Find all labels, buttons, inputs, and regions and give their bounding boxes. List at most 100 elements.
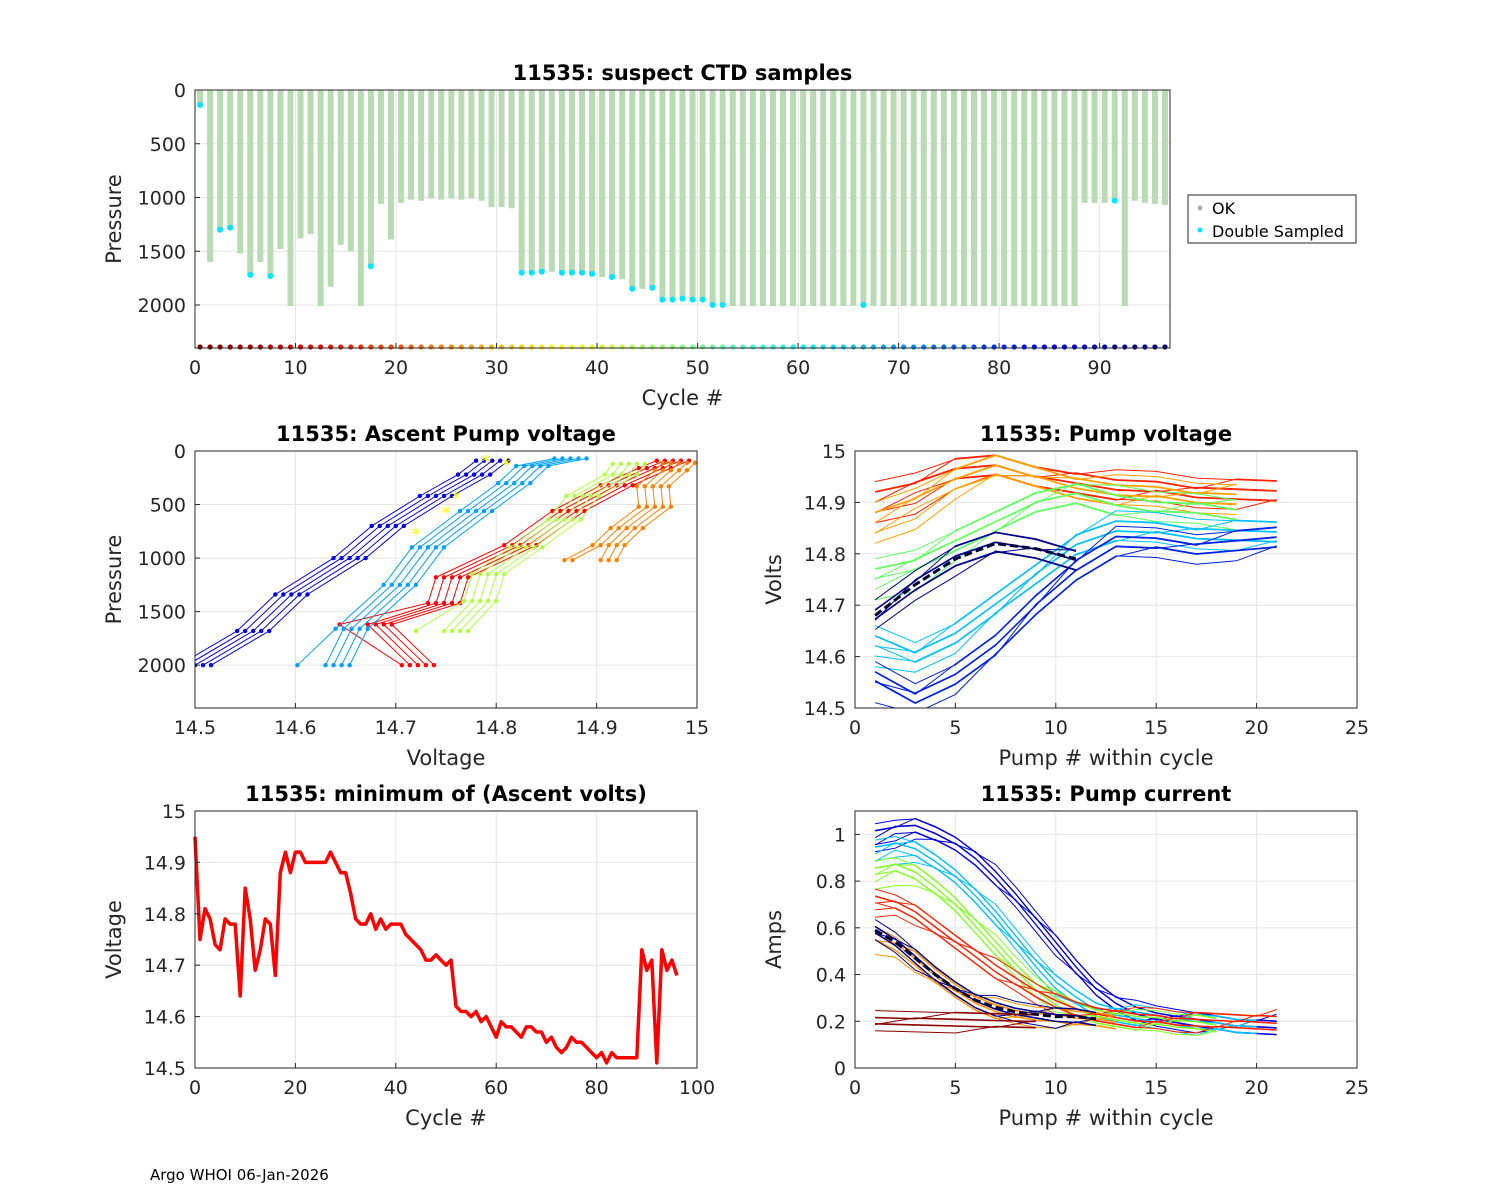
double-sampled-point: [197, 102, 204, 109]
sample-bar: [981, 90, 988, 307]
cycle-color-dot: [710, 344, 716, 350]
tick-label-y: 1500: [138, 602, 186, 624]
sample-bar: [1121, 90, 1128, 307]
ascent-point: [385, 523, 390, 529]
ascent-series-group: * ****: [195, 452, 697, 668]
pumpc-line: [875, 1016, 1036, 1023]
cycle-color-dot: [509, 344, 515, 350]
ascent-point: [369, 523, 374, 529]
pumpc-first-line: [874, 928, 1097, 1021]
sample-bar: [408, 90, 415, 200]
pumpv-line: [874, 474, 1237, 534]
pumpv-line: [874, 464, 1237, 524]
tick-label-y: 500: [150, 134, 186, 156]
tick-label-y: 0: [174, 80, 186, 102]
sample-bar: [699, 90, 706, 300]
ascent-point: [413, 582, 419, 588]
tick-label-x: 20: [384, 357, 408, 379]
cycle-color-dot: [1162, 344, 1168, 350]
cycle-color-dot: [1001, 344, 1007, 350]
ascent-point: [461, 598, 467, 604]
ascent-point: [347, 662, 352, 668]
tick-label-y: 0: [174, 441, 186, 463]
cycle-color-dot: [448, 344, 454, 350]
pumpv-line: [874, 520, 1277, 654]
tick-label-x: 40: [384, 1077, 408, 1099]
ascent-point: [469, 571, 475, 577]
pumpv-line: [874, 532, 1077, 601]
ascent-point: [485, 571, 491, 577]
ascent-point: [415, 662, 421, 668]
tick-label-x: 14.9: [575, 717, 617, 739]
tick-label-y: 0.8: [816, 871, 846, 893]
sample-bar: [950, 90, 957, 307]
panel-pumpv: 0 5 10 15 20 25 14.5 14.6 14.7 14.8 14.9 15 11535: P…: [762, 422, 1369, 770]
cycle-color-dot: [629, 344, 635, 350]
pumpv-line: [874, 530, 1277, 663]
ascent-point: [349, 626, 354, 631]
cycle-color-dot: [498, 344, 505, 350]
legend-label-double: Double Sampled: [1212, 222, 1344, 241]
ascent-point: [684, 468, 690, 473]
ascent-point: [606, 558, 611, 563]
ascent-marker: *: [452, 488, 461, 509]
cycle-color-dot: [217, 344, 223, 350]
sample-bar: [920, 90, 927, 307]
ascent-point: [650, 484, 656, 489]
ascent-line: [210, 460, 509, 666]
cycle-color-dot: [1092, 344, 1098, 350]
ascent-point: [570, 558, 575, 563]
axes-frame: [194, 89, 1171, 349]
ascent-point: [630, 483, 635, 488]
pumpv-line: [874, 454, 1277, 493]
cycle-color-dot: [599, 344, 605, 350]
ascent-point: [580, 493, 585, 499]
cycle-color-dot: [1011, 344, 1017, 350]
ascent-point: [640, 525, 645, 531]
cycle-color-dot: [408, 344, 414, 350]
ascent-point: [660, 460, 666, 465]
cycle-color-dot: [720, 344, 726, 350]
ascent-point: [508, 545, 513, 550]
x-axis-label: Voltage: [407, 746, 486, 770]
cycle-color-dot: [398, 344, 404, 350]
cycle-color-dot: [328, 344, 334, 350]
sample-bar: [578, 90, 585, 273]
ascent-point: [449, 575, 455, 580]
ascent-point: [477, 571, 483, 577]
ascent-point: [652, 468, 658, 473]
footer-stamp: Argo WHOI 06-Jan-2026: [150, 1166, 329, 1184]
tick-label-y: 0.4: [816, 965, 846, 987]
pumpv-first-line: [874, 541, 1077, 617]
cycle-color-dot: [458, 344, 464, 350]
ascent-point: [405, 582, 411, 588]
ascent-point: [598, 558, 603, 563]
cycle-color-dot: [368, 344, 374, 350]
ascent-point: [606, 543, 611, 548]
double-sampled-point: [578, 269, 585, 276]
tick-label-y: 500: [150, 495, 186, 517]
ascent-point: [305, 592, 310, 597]
ascent-point: [496, 480, 501, 486]
double-sampled-point: [367, 263, 374, 270]
sample-bar: [347, 90, 354, 252]
axes-frame: [194, 810, 698, 1069]
tick-label-y: 14.8: [804, 544, 846, 566]
pumpc-line: [874, 919, 1097, 1014]
legend-marker-ok: [1197, 205, 1203, 211]
tick-label-x: 90: [1088, 357, 1112, 379]
tick-label-x: 70: [887, 357, 911, 379]
double-sampled-point: [247, 271, 254, 278]
sample-bar: [1141, 90, 1148, 203]
double-sampled-point: [589, 270, 596, 277]
ascent-point: [485, 598, 491, 604]
ascent-point: [457, 575, 463, 580]
ascent-point: [243, 628, 248, 634]
sample-bar: [880, 90, 887, 307]
ascent-point: [610, 472, 615, 477]
ascent-point: [676, 468, 682, 473]
sample-bar: [558, 90, 565, 273]
sample-bar: [1001, 90, 1008, 307]
pumpv-line: [874, 546, 1277, 704]
